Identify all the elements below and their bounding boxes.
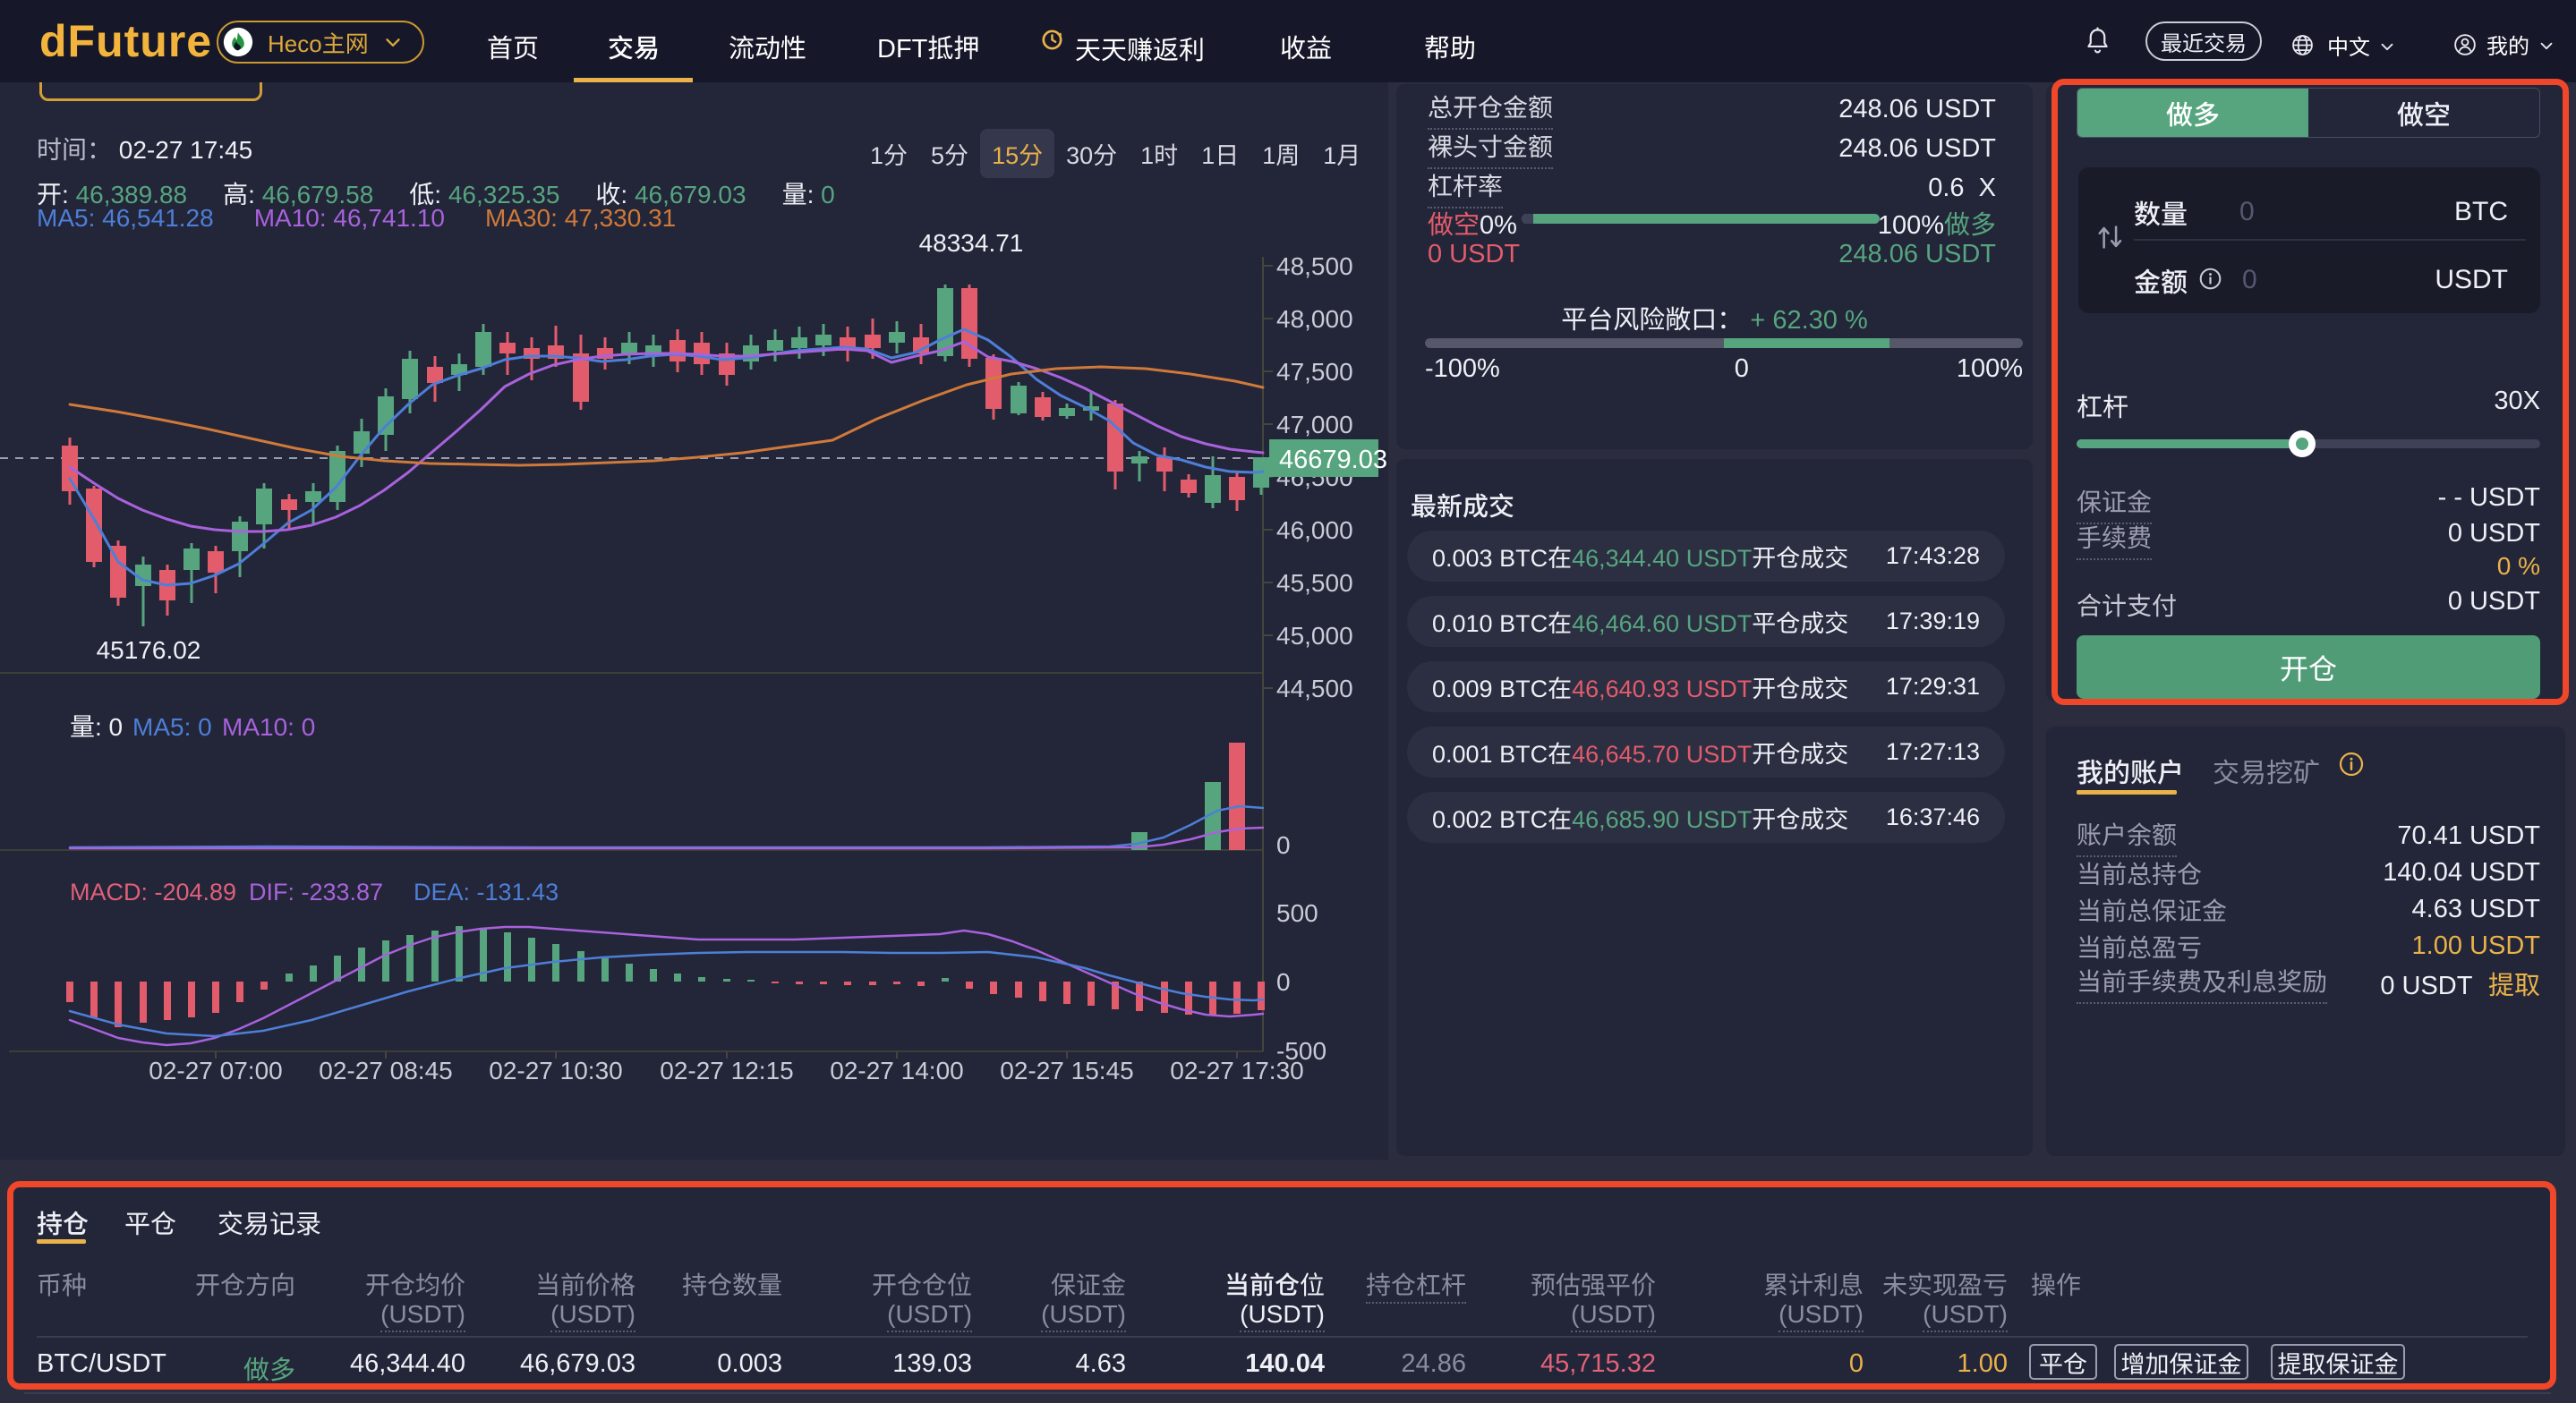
svg-text:0: 0: [1276, 968, 1291, 996]
svg-text:02-27 12:15: 02-27 12:15: [660, 1057, 793, 1084]
svg-text:48,000: 48,000: [1276, 305, 1353, 333]
svg-text:48,500: 48,500: [1276, 252, 1353, 280]
svg-text:02-27 07:00: 02-27 07:00: [149, 1057, 282, 1084]
svg-text:-500: -500: [1276, 1037, 1326, 1065]
svg-text:47,500: 47,500: [1276, 358, 1353, 386]
svg-text:MA5: 0: MA5: 0: [132, 713, 212, 741]
svg-text:MA10: 0: MA10: 0: [222, 713, 315, 741]
svg-text:45176.02: 45176.02: [97, 636, 201, 664]
svg-text:02-27 14:00: 02-27 14:00: [830, 1057, 963, 1084]
svg-text:DIF: -233.87: DIF: -233.87: [249, 879, 383, 906]
svg-text:DEA: -131.43: DEA: -131.43: [414, 879, 559, 906]
svg-text:量: 0: 量: 0: [70, 713, 123, 741]
svg-text:46679.03: 46679.03: [1279, 446, 1387, 474]
svg-text:02-27 10:30: 02-27 10:30: [489, 1057, 622, 1084]
svg-text:500: 500: [1276, 899, 1318, 927]
svg-text:48334.71: 48334.71: [919, 229, 1024, 257]
svg-text:MACD: -204.89: MACD: -204.89: [70, 879, 236, 906]
svg-text:45,000: 45,000: [1276, 622, 1353, 650]
svg-text:0: 0: [1276, 831, 1291, 859]
svg-text:46,000: 46,000: [1276, 516, 1353, 544]
svg-text:02-27 17:30: 02-27 17:30: [1170, 1057, 1303, 1084]
svg-text:02-27 15:45: 02-27 15:45: [1000, 1057, 1133, 1084]
svg-text:44,500: 44,500: [1276, 675, 1353, 702]
svg-text:45,500: 45,500: [1276, 569, 1353, 597]
svg-text:02-27 08:45: 02-27 08:45: [319, 1057, 452, 1084]
svg-text:47,000: 47,000: [1276, 411, 1353, 438]
